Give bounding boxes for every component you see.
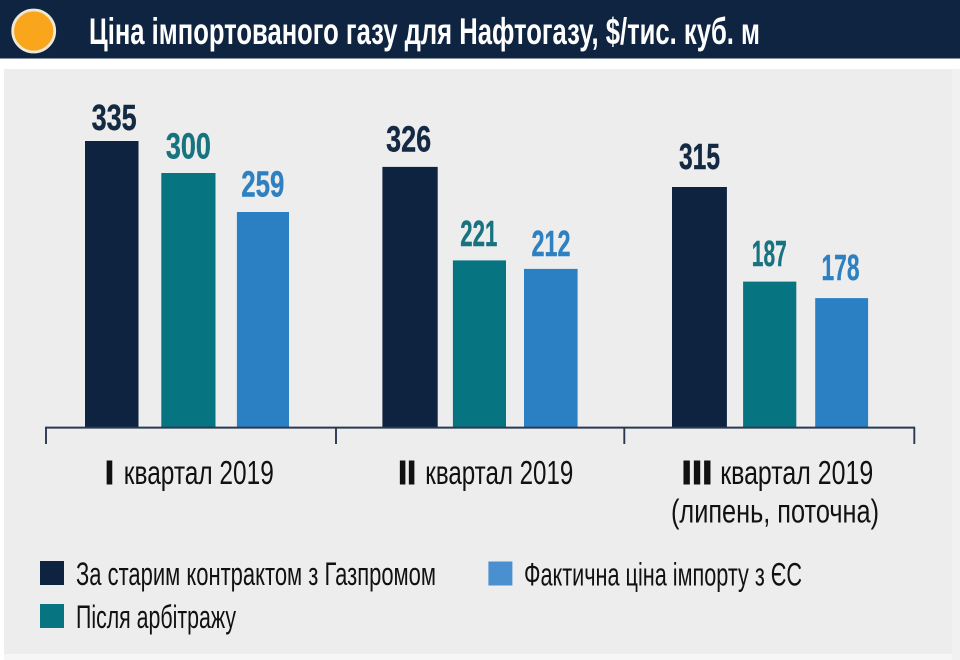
svg-text:212: 212 xyxy=(532,223,571,264)
svg-text:III: III xyxy=(682,454,713,491)
svg-text:221: 221 xyxy=(460,213,497,254)
svg-text:326: 326 xyxy=(386,119,431,160)
svg-text:300: 300 xyxy=(166,126,211,167)
svg-text:(липень, поточна): (липень, поточна) xyxy=(671,493,879,530)
svg-text:За старим контрактом з Газпром: За старим контрактом з Газпромом xyxy=(76,556,436,592)
svg-text:Ціна імпортованого газу для На: Ціна імпортованого газу для Нафтогазу, $… xyxy=(89,11,760,52)
svg-text:I: I xyxy=(105,454,114,491)
svg-text:II: II xyxy=(398,454,416,491)
svg-text:178: 178 xyxy=(822,247,860,288)
svg-text:Фактична ціна імпорту з ЄС: Фактична ціна імпорту з ЄС xyxy=(524,557,802,593)
svg-text:квартал 2019: квартал 2019 xyxy=(720,454,873,491)
svg-text:квартал 2019: квартал 2019 xyxy=(425,454,573,491)
svg-text:335: 335 xyxy=(92,97,137,138)
svg-text:Після арбітражу: Після арбітражу xyxy=(76,599,236,635)
svg-text:квартал 2019: квартал 2019 xyxy=(124,454,274,491)
svg-text:259: 259 xyxy=(241,164,284,205)
svg-text:187: 187 xyxy=(752,233,787,274)
svg-text:315: 315 xyxy=(679,136,720,177)
